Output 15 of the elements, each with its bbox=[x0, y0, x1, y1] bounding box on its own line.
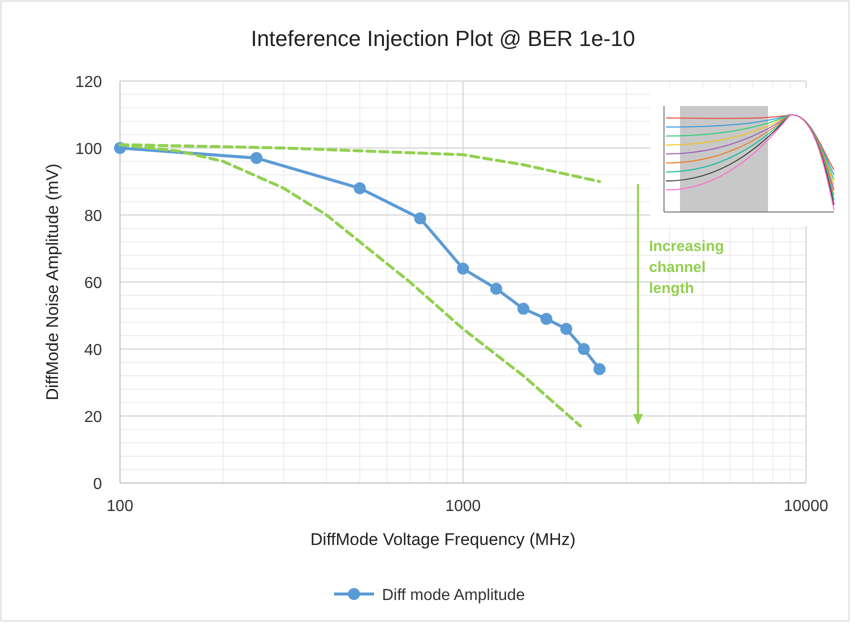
x-tick-label: 100 bbox=[106, 498, 134, 515]
y-tick-label: 60 bbox=[84, 275, 102, 292]
annotation: Increasing channel length bbox=[649, 238, 724, 297]
y-tick-label: 40 bbox=[84, 342, 102, 359]
y-tick-label: 120 bbox=[75, 74, 102, 91]
y-tick-label: 100 bbox=[75, 141, 102, 158]
y-axis-title: DiffMode Noise Amplitude (mV) bbox=[43, 164, 62, 400]
chart-title: Inteference Injection Plot @ BER 1e-10 bbox=[250, 26, 636, 51]
y-tick-label: 20 bbox=[84, 409, 102, 426]
legend-label: Diff mode Amplitude bbox=[382, 587, 525, 604]
x-tick-label: 1000 bbox=[445, 498, 481, 515]
x-tick-label: 10000 bbox=[784, 498, 828, 515]
x-axis-title: DiffMode Voltage Frequency (MHz) bbox=[310, 530, 576, 549]
y-tick-label: 80 bbox=[84, 208, 102, 225]
y-tick-label: 0 bbox=[93, 476, 102, 493]
